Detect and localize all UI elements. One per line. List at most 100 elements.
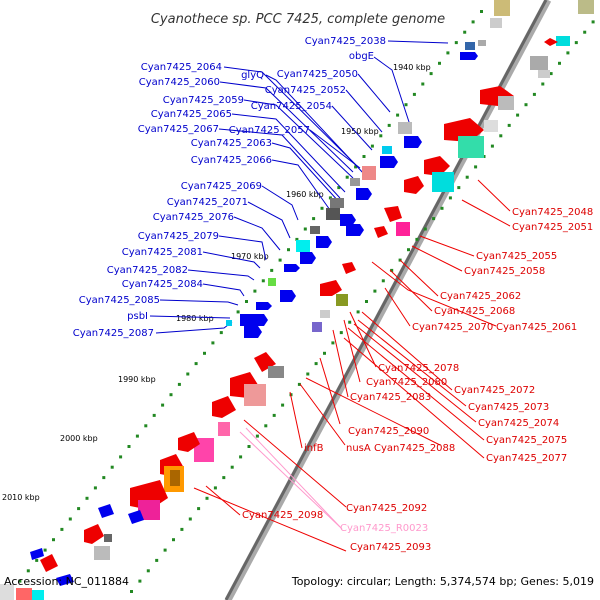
gene-label[interactable]: obgE bbox=[349, 51, 374, 62]
tick-dot bbox=[146, 569, 150, 573]
tick-dot bbox=[26, 569, 30, 573]
gene-box bbox=[396, 222, 410, 236]
gene-label[interactable]: Cyan7425_2070 bbox=[412, 322, 493, 333]
gene-label[interactable]: Cyan7425_2061 bbox=[496, 322, 577, 333]
tick-dot bbox=[432, 217, 436, 221]
gene-box bbox=[465, 42, 475, 50]
tick-dot bbox=[194, 362, 198, 366]
tick-dot bbox=[135, 434, 139, 438]
gene-label[interactable]: Cyan7425_2069 bbox=[181, 181, 262, 192]
tick-dot bbox=[463, 30, 467, 34]
gene-label[interactable]: psbI bbox=[127, 311, 148, 322]
tick-dot bbox=[404, 103, 408, 107]
tick-dot bbox=[421, 82, 425, 86]
gene-arrow bbox=[316, 236, 332, 248]
gene-label[interactable]: Cyan7425_2083 bbox=[350, 392, 431, 403]
gene-arrow bbox=[320, 280, 342, 296]
gene-label[interactable]: Cyan7425_2088 bbox=[374, 443, 455, 454]
tick-dot bbox=[239, 455, 243, 459]
gene-label[interactable]: Cyan7425_2067 bbox=[138, 124, 219, 135]
gene-label[interactable]: Cyan7425_2076 bbox=[153, 212, 234, 223]
gene-arrow bbox=[40, 554, 58, 572]
tick-dot bbox=[102, 476, 106, 480]
gene-arrow bbox=[380, 156, 398, 168]
gene-box bbox=[362, 166, 376, 180]
gene-label[interactable]: Cyan7425_2051 bbox=[512, 222, 593, 233]
gene-label[interactable]: nusA bbox=[346, 443, 371, 454]
gene-label[interactable]: Cyan7425_2084 bbox=[122, 279, 203, 290]
gene-box bbox=[268, 366, 284, 378]
gene-label[interactable]: Cyan7425_2050 bbox=[277, 69, 358, 80]
tick-dot bbox=[507, 123, 511, 127]
gene-label[interactable]: Cyan7425_2085 bbox=[79, 295, 160, 306]
gene-box bbox=[32, 590, 44, 600]
gene-label[interactable]: Cyan7425_2058 bbox=[464, 266, 545, 277]
tick-dot bbox=[287, 248, 290, 252]
gene-arrow bbox=[384, 206, 402, 222]
gene-label[interactable]: Cyan7425_2065 bbox=[151, 109, 232, 120]
gene-arrow bbox=[460, 52, 478, 60]
gene-label[interactable]: Cyan7425_2082 bbox=[107, 265, 188, 276]
gene-label[interactable]: Cyan7425_2054 bbox=[251, 101, 332, 112]
gene-label[interactable]: Cyan7425_2048 bbox=[512, 207, 593, 218]
tick-dot bbox=[348, 320, 352, 324]
gene-label[interactable]: Cyan7425_2052 bbox=[265, 85, 346, 96]
tick-dot bbox=[130, 590, 133, 593]
tick-dot bbox=[490, 144, 494, 148]
gene-label[interactable]: glyQ bbox=[241, 70, 264, 81]
tick-dot bbox=[172, 538, 175, 542]
tick-dot bbox=[480, 10, 483, 13]
tick-dot bbox=[365, 300, 368, 303]
gene-label[interactable]: Cyan7425_2057 bbox=[229, 125, 310, 136]
gene-label[interactable]: Cyan7425_2068 bbox=[434, 306, 515, 317]
gene-label[interactable]: Cyan7425_2077 bbox=[486, 453, 567, 464]
gene-arrow bbox=[178, 432, 200, 452]
gene-label[interactable]: Cyan7425_2087 bbox=[73, 328, 154, 339]
gene-label[interactable]: Cyan7425_2080 bbox=[366, 377, 447, 388]
gene-label-rna[interactable]: Cyan7425_R0023 bbox=[340, 523, 428, 534]
gene-arrow bbox=[404, 176, 424, 194]
gene-label[interactable]: Cyan7425_2092 bbox=[346, 503, 427, 514]
gene-label[interactable]: Cyan7425_2093 bbox=[350, 542, 431, 553]
tick-dot bbox=[255, 434, 259, 438]
gene-arrow bbox=[284, 264, 300, 272]
gene-box bbox=[16, 588, 32, 600]
gene-label[interactable]: Cyan7425_2059 bbox=[163, 95, 244, 106]
gene-box bbox=[94, 546, 110, 560]
gene-label[interactable]: Cyan7425_2079 bbox=[138, 231, 219, 242]
gene-label[interactable]: Cyan7425_2081 bbox=[122, 247, 203, 258]
tick-dot bbox=[213, 486, 217, 490]
gene-label[interactable]: Cyan7425_2073 bbox=[468, 402, 549, 413]
left-gene-labels: Cyan7425_2038 obgE Cyan7425_2064 glyQ Cy… bbox=[73, 36, 386, 339]
gene-label[interactable]: Cyan7425_2075 bbox=[486, 435, 567, 446]
gene-label[interactable]: Cyan7425_2078 bbox=[378, 363, 459, 374]
tick-dot bbox=[465, 175, 469, 179]
gene-label[interactable]: Cyan7425_2066 bbox=[191, 155, 272, 166]
gene-label[interactable]: Cyan7425_2071 bbox=[167, 197, 248, 208]
gene-label[interactable]: Cyan7425_2064 bbox=[141, 62, 222, 73]
gene-label[interactable]: infB bbox=[304, 443, 324, 454]
gene-label[interactable]: Cyan7425_2072 bbox=[454, 385, 535, 396]
tick-dot bbox=[541, 82, 545, 86]
gene-label[interactable]: Cyan7425_2038 bbox=[305, 36, 386, 47]
tick-dot bbox=[203, 351, 206, 355]
gene-label[interactable]: Cyan7425_2062 bbox=[440, 291, 521, 302]
gene-label[interactable]: Cyan7425_2074 bbox=[478, 418, 559, 429]
gene-label[interactable]: Cyan7425_2090 bbox=[348, 426, 429, 437]
gene-box bbox=[498, 96, 514, 110]
gene-label[interactable]: Cyan7425_2063 bbox=[191, 138, 272, 149]
gene-box bbox=[326, 208, 340, 220]
gene-box bbox=[350, 178, 360, 186]
gene-label[interactable]: Cyan7425_2098 bbox=[242, 510, 323, 521]
tick-dot bbox=[261, 279, 265, 283]
tick-dot bbox=[247, 445, 251, 448]
tick-dot bbox=[180, 527, 184, 531]
tick-dot bbox=[320, 206, 324, 210]
tick-dot bbox=[362, 155, 366, 158]
tick-dot bbox=[270, 268, 274, 272]
tick-dot bbox=[205, 496, 209, 500]
gene-label[interactable]: Cyan7425_2055 bbox=[476, 251, 557, 262]
tick-dot bbox=[18, 579, 22, 583]
gene-label[interactable]: Cyan7425_2060 bbox=[139, 77, 220, 88]
